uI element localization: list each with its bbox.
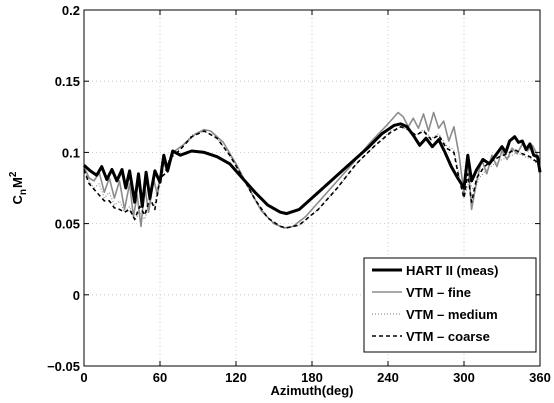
legend-label: VTM – medium xyxy=(406,307,498,322)
y-tick-label: 0.15 xyxy=(55,74,80,89)
y-axis-label: CnM2 xyxy=(8,171,29,204)
y-axis-label-subscript: n xyxy=(18,189,29,195)
x-tick-label: 300 xyxy=(453,370,475,385)
x-tick-label: 60 xyxy=(153,370,167,385)
legend: HART II (meas) VTM – fine VTM – medium VTM … xyxy=(364,258,536,352)
y-tick-label: 0.1 xyxy=(62,145,80,160)
y-tick-label: 0.05 xyxy=(55,217,80,232)
y-tick-label: 0 xyxy=(73,288,80,303)
y-axis-label-m: M xyxy=(10,177,25,188)
x-tick-label: 240 xyxy=(377,370,399,385)
legend-label: VTM – fine xyxy=(406,285,471,300)
y-tick-label: −0.05 xyxy=(47,359,80,374)
legend-label: VTM – coarse xyxy=(406,329,490,344)
x-axis-label: Azimuth(deg) xyxy=(270,383,353,398)
x-tick-label: 120 xyxy=(225,370,247,385)
x-tick-label: 0 xyxy=(80,370,87,385)
x-tick-label: 360 xyxy=(529,370,551,385)
legend-label: HART II (meas) xyxy=(406,263,498,278)
y-axis-label-superscript: 2 xyxy=(8,171,19,177)
y-tick-label: 0.2 xyxy=(62,3,80,18)
